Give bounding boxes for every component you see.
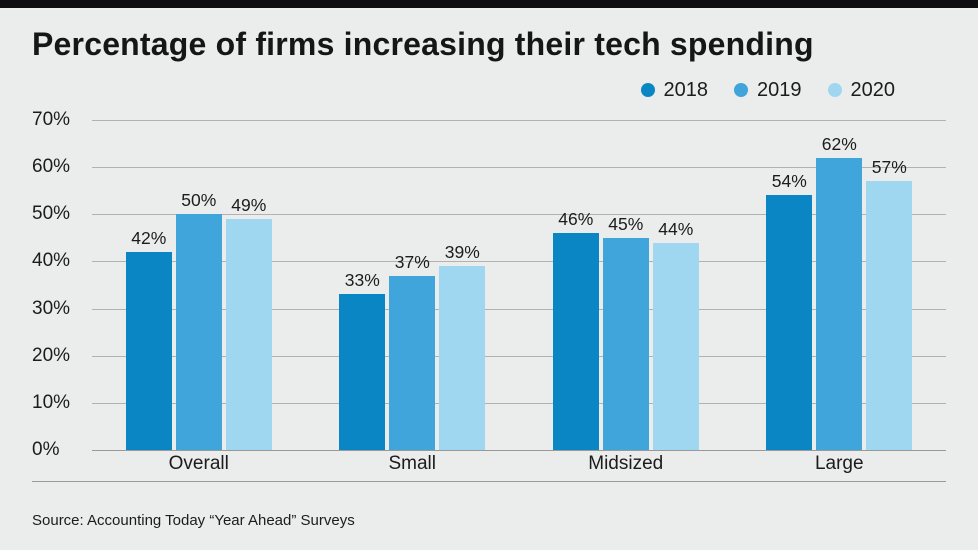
legend-label: 2019 [757, 78, 802, 101]
gridline [92, 450, 946, 451]
bar-value-label: 49% [231, 195, 267, 215]
legend-label: 2018 [663, 78, 709, 101]
bar-2018 [125, 252, 172, 450]
top-accent-bar [0, 0, 978, 8]
plot-area: 42% 50% 49% 33% 37% 39% 46% 45% 44% 54% 62% 57% [92, 120, 946, 451]
x-axis-label: Midsized [588, 453, 664, 474]
y-axis-label: 60% [32, 156, 71, 178]
x-axis-label: Large [814, 453, 864, 474]
y-axis-label: 30% [32, 297, 71, 319]
bar-value-label: 57% [871, 157, 907, 178]
legend-color-dot [827, 83, 842, 97]
bar-cell: 39% [439, 120, 486, 450]
source-note: Source: Accounting Today “Year Ahead” Su… [32, 512, 355, 529]
bar-2018 [552, 233, 599, 450]
bar-group-overall: 42% 50% 49% [125, 120, 272, 450]
bar-cell: 46% [552, 120, 599, 450]
bar-groups: 42% 50% 49% 33% 37% 39% 46% 45% 44% 54% 62% 57% [92, 120, 946, 450]
gridline [92, 355, 946, 357]
legend-item-2018: 2018 [640, 78, 709, 102]
bar-cell: 33% [339, 120, 386, 450]
legend-color-dot [734, 83, 748, 97]
gridline [92, 120, 946, 121]
x-axis-label: Small [388, 453, 436, 474]
bar-value-label: 37% [394, 251, 430, 272]
y-axis-label: 10% [32, 391, 71, 413]
bar-2019 [602, 237, 649, 450]
bar-value-label: 45% [608, 213, 644, 234]
legend-item-2020: 2020 [827, 78, 896, 102]
bar-2018 [339, 294, 386, 450]
legend-color-dot [640, 83, 655, 97]
gridline [92, 167, 946, 169]
legend-label: 2020 [850, 78, 896, 101]
x-axis-label: Overall [168, 453, 229, 474]
gridline [92, 214, 946, 216]
bar-value-label: 33% [344, 270, 380, 291]
bar-cell: 42% [125, 120, 172, 450]
x-axis: Overall Small Midsized Large [92, 450, 946, 481]
bar-cell: 45% [602, 120, 649, 450]
bar-group-large: 54% 62% 57% [766, 120, 913, 450]
bar-group-midsized: 46% 45% 44% [552, 120, 699, 450]
bar-value-label: 44% [658, 218, 694, 239]
bar-2019 [389, 275, 436, 450]
y-axis-label: 70% [32, 109, 71, 130]
bar-2020 [652, 242, 699, 450]
bar-value-label: 54% [771, 171, 807, 192]
bar-2019 [175, 214, 222, 450]
bar-2020 [439, 266, 486, 450]
y-axis-label: 0% [32, 439, 60, 460]
y-axis-label: 20% [32, 344, 71, 366]
bar-cell: 57% [866, 120, 913, 450]
bar-group-small: 33% 37% 39% [339, 120, 486, 450]
bar-value-label: 62% [821, 133, 857, 154]
y-axis-label: 40% [32, 250, 71, 272]
legend-item-2019: 2019 [734, 79, 802, 102]
bar-2020 [225, 219, 272, 450]
gridline [92, 402, 946, 404]
bar-cell: 54% [766, 120, 813, 450]
gridline [92, 261, 946, 263]
y-axis-label: 50% [32, 203, 71, 225]
x-axis-rule: Overall Small Midsized Large [32, 450, 946, 482]
bar-chart: 70% 60% 50% 40% 30% 20% 10% 0% 42% 50% 49% 33% 37% 3… [32, 109, 946, 482]
page-title: Percentage of firms increasing their tec… [32, 26, 814, 62]
bar-cell: 44% [652, 120, 699, 450]
bar-cell: 37% [389, 120, 436, 450]
bar-2018 [766, 195, 813, 450]
bar-2019 [816, 157, 863, 450]
bar-2020 [866, 181, 913, 450]
bar-value-label: 46% [558, 209, 594, 230]
bar-cell: 50% [175, 120, 222, 450]
bar-value-label: 50% [181, 190, 217, 211]
bar-cell: 62% [816, 120, 863, 450]
y-axis: 70% 60% 50% 40% 30% 20% 10% 0% [32, 109, 92, 460]
bar-value-label: 42% [131, 228, 167, 248]
legend: 2018 2019 2020 [32, 77, 895, 103]
gridline [92, 308, 946, 310]
bar-cell: 49% [225, 120, 272, 450]
bar-value-label: 39% [444, 242, 480, 263]
